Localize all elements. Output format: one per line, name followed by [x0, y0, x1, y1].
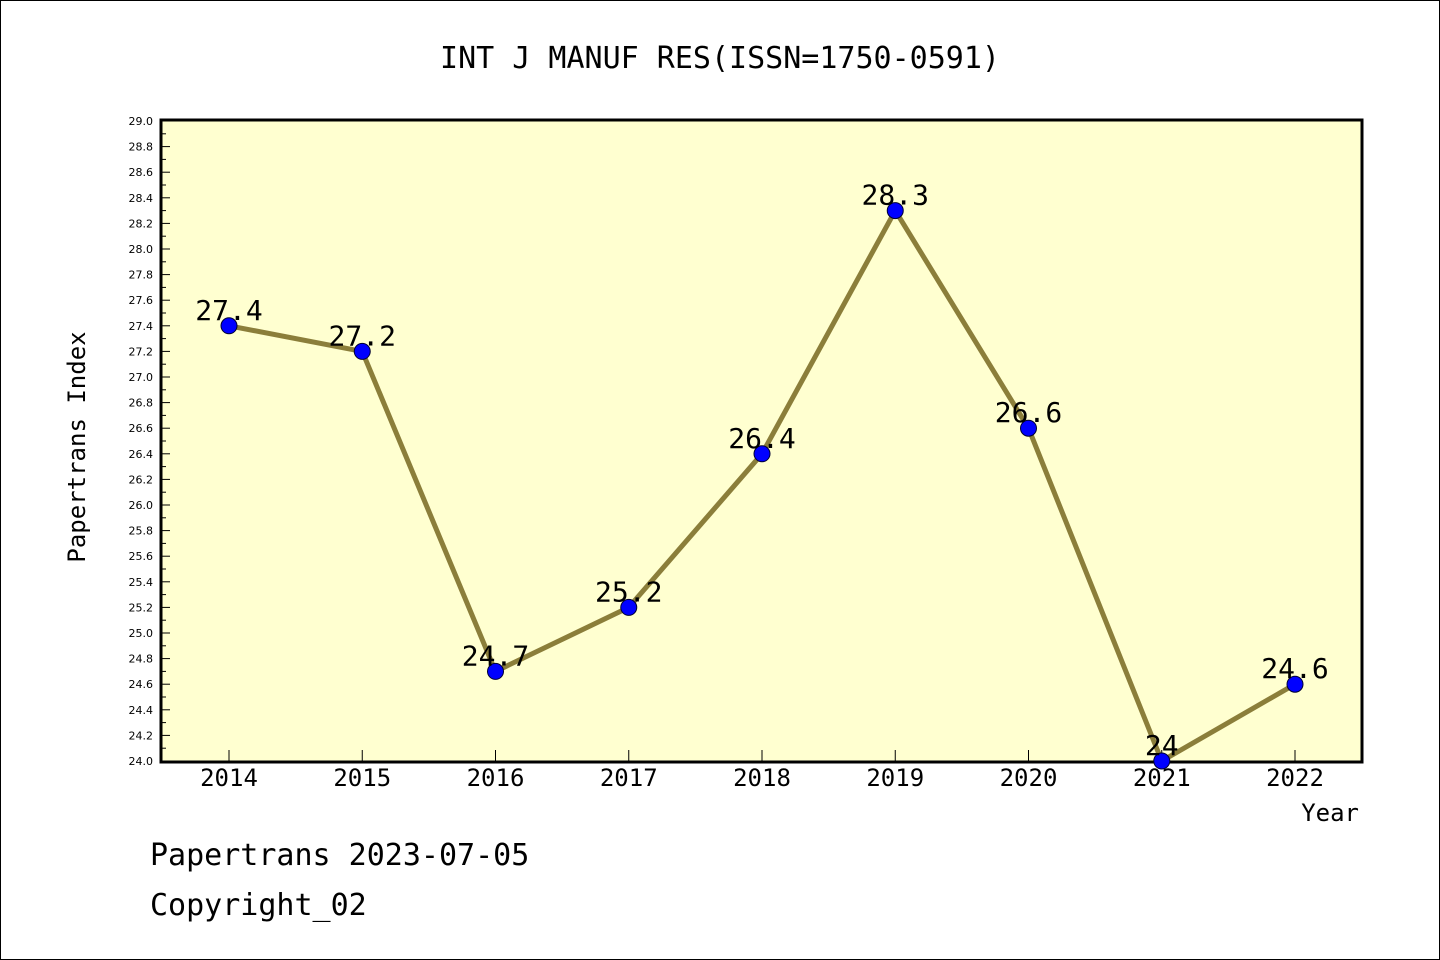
data-point: [620, 598, 638, 616]
y-tick-label: 25.6: [129, 550, 154, 563]
data-label: 24.6: [1261, 652, 1328, 685]
x-tick-label: 2020: [1000, 764, 1058, 792]
footer-copyright: Copyright_02: [150, 888, 367, 923]
x-axis-label: Year: [1301, 799, 1359, 827]
y-tick-label: 26.8: [129, 397, 154, 410]
data-point: [886, 202, 904, 220]
y-tick-label: 27.2: [129, 345, 154, 358]
data-point: [1020, 419, 1037, 437]
y-tick-label: 28.0: [129, 243, 154, 256]
y-tick-label: 25.0: [129, 627, 154, 640]
y-tick-label: 28.6: [129, 166, 154, 179]
data-point: [753, 445, 771, 463]
y-tick-label: 27.4: [129, 320, 154, 333]
data-label: 24.7: [462, 639, 529, 672]
y-tick-label: 24.8: [129, 653, 154, 666]
data-point: [353, 342, 371, 360]
data-label: 28.3: [862, 179, 929, 212]
data-label: 24: [1145, 729, 1179, 762]
x-tick-label: 2017: [600, 764, 658, 792]
data-point: [487, 662, 504, 680]
y-tick-label: 25.4: [129, 576, 154, 589]
data-point: [1153, 752, 1171, 770]
y-tick-label: 27.0: [129, 371, 154, 384]
y-tick-label: 25.8: [129, 525, 154, 538]
y-tick-label: 29.0: [129, 115, 154, 128]
data-point: [1286, 675, 1304, 693]
chart-title: INT J MANUF RES(ISSN=1750-0591): [440, 41, 1000, 76]
data-labels: 27.4 27.2 24.7 25.2 26.4 28.3 26.6 24 24.6: [195, 179, 1328, 762]
x-tick-label: 2014: [200, 764, 258, 792]
y-tick-label: 28.8: [129, 141, 154, 154]
x-tick-label: 2015: [333, 764, 391, 792]
y-tick-label: 24.2: [129, 729, 154, 742]
x-axis: 2014 2015 2016 2017 2018 2019 2020 2021 2022: [200, 750, 1324, 792]
data-point: [220, 317, 238, 335]
x-tick-label: 2016: [467, 764, 525, 792]
y-tick-label: 24.6: [129, 678, 154, 691]
y-tick-label: 26.0: [129, 499, 154, 512]
data-label: 27.4: [195, 294, 262, 327]
plot-area: [159, 118, 1364, 764]
y-tick-label: 26.6: [129, 422, 154, 435]
data-label: 26.4: [728, 422, 795, 455]
y-tick-label: 26.4: [129, 448, 154, 461]
footer-date: Papertrans 2023-07-05: [150, 838, 529, 873]
data-points: [220, 202, 1304, 770]
y-tick-label: 28.2: [129, 217, 154, 230]
x-tick-label: 2018: [733, 764, 791, 792]
x-tick-label: 2022: [1266, 764, 1324, 792]
y-tick-label: 27.8: [129, 269, 154, 282]
y-tick-label: 24.4: [129, 704, 154, 717]
data-label: 27.2: [329, 319, 396, 352]
y-tick-label: 27.6: [129, 294, 154, 307]
y-axis: 24.0 24.2 24.4 24.6 24.8 25.0 25.2 25.4 25.6 25.8…: [129, 115, 170, 768]
y-tick-label: 28.4: [129, 192, 154, 205]
y-tick-label: 24.0: [129, 755, 154, 768]
data-label: 25.2: [595, 575, 662, 608]
data-label: 26.6: [995, 396, 1062, 429]
y-tick-label: 26.2: [129, 473, 154, 486]
y-axis-label: Papertrans Index: [63, 331, 91, 562]
x-tick-label: 2019: [866, 764, 924, 792]
y-tick-label: 25.2: [129, 601, 154, 614]
